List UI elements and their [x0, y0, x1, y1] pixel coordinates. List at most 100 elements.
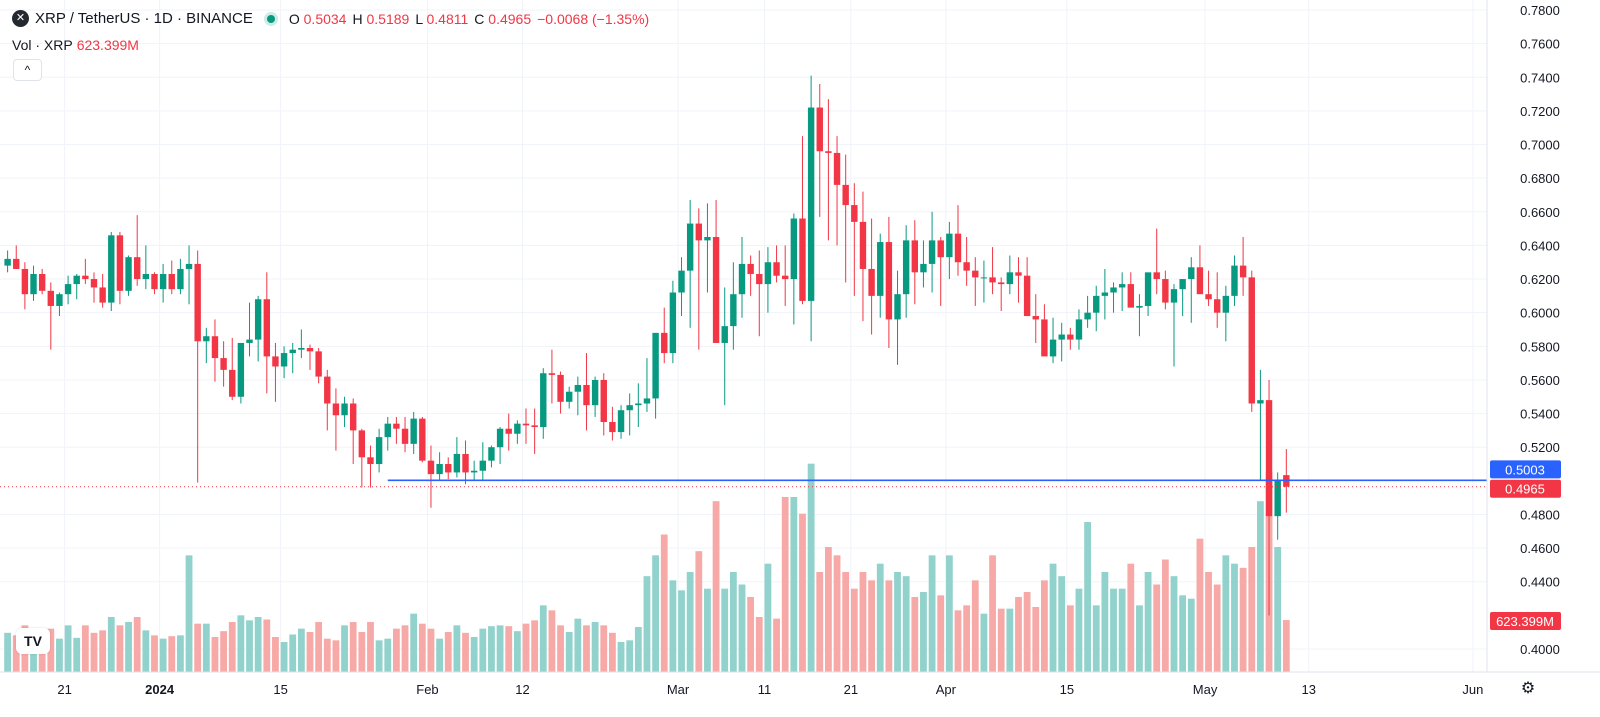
candle-body — [712, 237, 720, 343]
candle-body — [807, 107, 815, 301]
volume-bar — [479, 628, 487, 672]
candle-body — [1239, 265, 1247, 278]
volume-bar — [583, 625, 590, 672]
volume-legend[interactable]: Vol · XRP 623.399M — [12, 37, 139, 53]
x-tick-label: May — [1193, 682, 1218, 697]
volume-bar — [116, 625, 124, 672]
candle-body — [1118, 284, 1126, 288]
candle-body — [704, 237, 711, 241]
horizontal-line-price-badge: 0.5003 — [1505, 462, 1545, 477]
volume-bar — [418, 623, 426, 672]
market-status-dot-icon[interactable] — [266, 14, 275, 23]
last-volume-badge-bg — [1490, 612, 1561, 630]
candle-body — [747, 263, 754, 275]
candle-body — [566, 391, 573, 402]
volume-bar — [781, 497, 789, 672]
gear-icon[interactable]: ⚙ — [1520, 680, 1536, 697]
x-tick-label: 11 — [758, 682, 772, 697]
volume-bar — [246, 620, 253, 672]
volume-bar — [574, 618, 582, 672]
volume-bar — [202, 623, 210, 672]
volume-bar — [496, 625, 504, 672]
volume-bar — [876, 563, 884, 672]
candle-body — [237, 342, 245, 397]
candle-body — [367, 457, 374, 465]
candle-body — [410, 418, 417, 444]
x-tick-label: 21 — [844, 682, 858, 697]
y-tick-label: 0.7400 — [1520, 70, 1560, 85]
candle-body — [151, 274, 158, 290]
candle-body — [816, 107, 823, 152]
candle-body — [928, 240, 936, 264]
volume-bar — [1239, 567, 1247, 672]
candle-body — [1032, 316, 1039, 320]
y-tick-label: 0.7000 — [1520, 138, 1560, 153]
volume-bar — [315, 622, 323, 672]
candle-body — [324, 376, 331, 404]
volume-bar — [297, 628, 305, 672]
volume-bar — [1179, 595, 1187, 672]
candle-body — [773, 262, 780, 276]
candle-body — [756, 274, 763, 285]
y-tick-label: 0.6800 — [1520, 171, 1560, 186]
volume-bar — [1066, 605, 1074, 672]
candle-body — [134, 257, 141, 280]
candle-body — [557, 374, 564, 402]
volume-bar — [868, 580, 875, 672]
volume-bar — [211, 637, 219, 672]
tradingview-logo-icon[interactable]: TV — [16, 628, 50, 654]
candle-body — [1006, 272, 1014, 285]
volume-bar — [185, 555, 193, 672]
x-tick-label: 15 — [273, 682, 287, 697]
volume-bar — [738, 584, 746, 672]
symbol-title[interactable]: XRP / TetherUS · 1D · BINANCE — [35, 10, 253, 27]
candle-body — [38, 274, 46, 291]
volume-bar — [367, 622, 374, 672]
volume-bar — [306, 632, 314, 672]
candle-body — [4, 258, 11, 266]
candle-body — [470, 470, 478, 473]
xrp-logo-icon: ✕ — [12, 10, 29, 27]
volume-bar — [349, 622, 357, 672]
candle-body — [1153, 272, 1160, 280]
candle-body — [609, 421, 616, 433]
y-tick-label: 0.5800 — [1520, 339, 1560, 354]
volume-bar — [894, 572, 901, 672]
candle-body — [1101, 292, 1109, 296]
volume-bar — [99, 630, 107, 672]
volume-bar — [945, 555, 953, 672]
candle-body — [73, 275, 80, 285]
volume-bar — [470, 637, 478, 672]
candle-body — [1015, 272, 1022, 276]
candle-body — [1084, 312, 1091, 320]
candle-body — [246, 339, 253, 343]
candle-body — [678, 270, 685, 293]
candle-body — [790, 218, 798, 280]
candle-body — [142, 274, 150, 280]
candle-body — [514, 423, 521, 434]
volume-bar — [833, 555, 841, 672]
candle-body — [954, 233, 962, 263]
candle-body — [591, 379, 599, 406]
volume-bar — [177, 635, 184, 672]
collapse-legend-button[interactable]: ^ — [13, 59, 42, 81]
volume-bar — [1161, 559, 1169, 672]
candle-body — [384, 423, 391, 438]
candle-body — [842, 184, 849, 206]
volume-bar — [410, 613, 418, 672]
candle-body — [1265, 400, 1273, 517]
volume-bar — [375, 640, 383, 672]
y-tick-label: 0.7800 — [1520, 3, 1560, 18]
volume-bar — [643, 576, 651, 672]
candle-body — [1231, 265, 1238, 296]
volume-bar — [609, 632, 616, 672]
y-tick-label: 0.4400 — [1520, 575, 1560, 590]
y-tick-label: 0.7600 — [1520, 37, 1560, 52]
volume-bar — [626, 640, 634, 672]
candle-body — [885, 242, 893, 320]
candle-body — [980, 277, 988, 279]
volume-bar — [12, 635, 20, 672]
candle-body — [350, 403, 357, 431]
volume-bar — [444, 632, 452, 672]
